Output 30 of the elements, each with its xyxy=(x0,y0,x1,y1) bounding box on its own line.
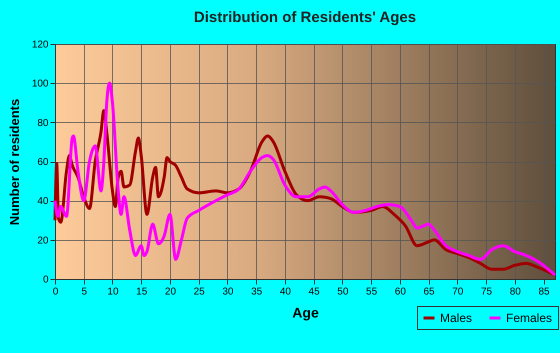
x-tick-label: 50 xyxy=(337,286,349,298)
x-tick-label: 85 xyxy=(538,286,550,298)
x-tick-label: 60 xyxy=(394,286,406,298)
y-tick-label: 40 xyxy=(37,196,49,208)
y-tick-label: 60 xyxy=(37,157,49,168)
x-tick-label: 55 xyxy=(366,286,378,298)
x-tick-label: 65 xyxy=(424,286,436,298)
x-tick-label: 10 xyxy=(107,286,119,298)
chart-title: Distribution of Residents' Ages xyxy=(194,9,416,26)
x-tick-label: 75 xyxy=(480,286,493,298)
x-tick-label: 0 xyxy=(52,286,59,298)
y-tick-label: 20 xyxy=(37,235,49,246)
x-tick-label: 40 xyxy=(280,286,292,298)
y-tick-label: 0 xyxy=(42,274,49,286)
x-tick-label: 80 xyxy=(510,286,522,298)
x-tick-label: 70 xyxy=(452,286,464,298)
x-tick-label: 45 xyxy=(308,286,320,298)
x-axis-title: Age xyxy=(292,304,319,320)
x-tick-label: 25 xyxy=(194,286,206,298)
legend-label: Females xyxy=(506,311,552,325)
legend-label: Males xyxy=(440,311,472,325)
x-tick-label: 20 xyxy=(164,286,176,298)
x-tick-label: 30 xyxy=(222,286,234,298)
x-tick-label: 15 xyxy=(136,286,148,298)
y-tick-label: 80 xyxy=(37,118,49,129)
y-axis-title: Number of residents xyxy=(6,98,22,226)
y-tick-label: 120 xyxy=(32,40,49,50)
y-tick-label: 100 xyxy=(32,78,49,90)
x-tick-label: 35 xyxy=(251,286,263,298)
x-tick-label: 5 xyxy=(81,286,88,298)
